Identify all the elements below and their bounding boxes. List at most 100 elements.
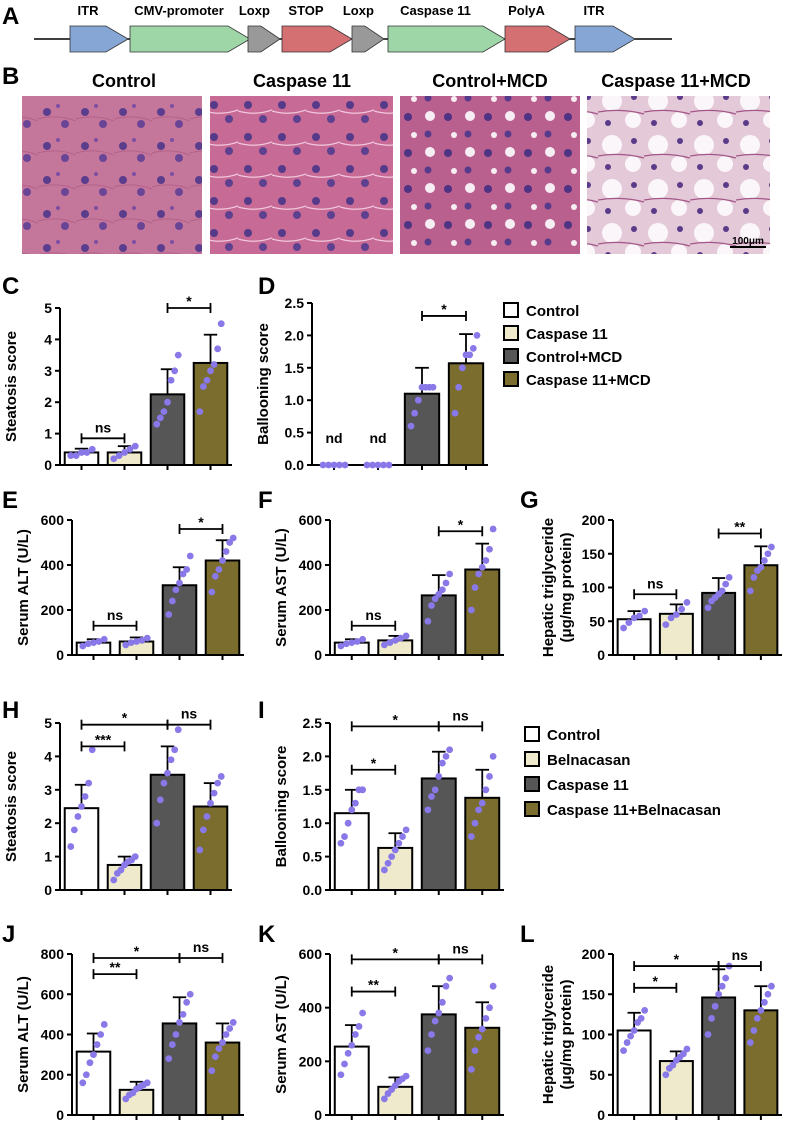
data-point-f-0-0 [337,642,345,650]
y-tick-label-c-4: 4 [44,331,52,347]
bar-i-3 [464,796,501,891]
data-point-f-2-4 [438,586,446,594]
legend-swatch-control-legend2 [524,726,540,742]
y-tick-label-d-3: 1.5 [285,360,305,376]
data-point-g-1-4 [683,598,691,606]
data-point-d-1-3 [380,461,387,469]
data-point-i-3-2 [475,806,483,814]
data-point-c-1-4 [131,442,139,450]
sig-label-k-2: ns [452,940,469,956]
data-point-l-3-6 [768,982,775,990]
data-point-l-3-4 [760,998,768,1006]
data-point-k-0-2 [344,1049,352,1057]
data-point-e-1-3 [138,636,146,644]
legend-label-caspase-11-legend2: Caspase 11 [547,777,629,794]
data-point-f-3-4 [482,557,490,564]
bar-g-3 [743,564,779,656]
data-point-g-3-3 [757,563,765,571]
construct-element-stop-3 [281,25,353,53]
data-point-d-0-0 [319,461,327,469]
data-point-d-1-2 [374,461,382,469]
data-point-k-0-6 [359,1009,367,1017]
data-point-l-1-0 [662,1071,670,1079]
y-tick-label-e-0: 0 [56,647,64,663]
y-tick-label-j-0: 0 [56,1107,64,1123]
bar-e-2 [161,584,198,656]
legend-label-control-legend1: Control [526,303,579,320]
y-axis-label-k: Serum AST (U/L) [273,975,290,1094]
data-point-k-2-2 [431,1017,439,1025]
y-tick-label-l-0: 0 [597,1107,605,1123]
legend-label-belnacasan-legend2: Belnacasan [547,752,630,769]
data-point-i-1-0 [380,866,388,874]
histology-title-caspase11-mcd: Caspase 11+MCD [601,71,751,91]
construct-element-polya-6 [504,25,571,53]
data-point-i-1-4 [395,839,403,847]
data-point-g-0-3 [635,612,643,620]
data-point-c-2-0 [153,420,161,428]
data-point-d-0-1 [325,461,332,469]
data-point-i-0-6 [359,786,367,794]
y-tick-label-l-2: 100 [582,1027,606,1043]
construct-label-polya-6: PolyA [508,3,545,18]
data-point-e-2-6 [186,552,194,560]
data-point-h-2-0 [153,819,161,827]
sig-label-i-1: * [393,711,399,727]
chart-hepatic-triglyceride-mcd: 0 50 100 150 200 Hepatic triglyceride (μg/mg p… [540,512,782,663]
data-point-e-2-3 [176,579,183,587]
data-point-i-0-4 [351,799,359,807]
data-point-j-2-2 [172,1031,180,1038]
y-tick-label-g-2: 100 [582,580,606,596]
y-axis-label-c: Steatosis score [3,331,20,442]
data-point-i-0-2 [344,819,352,827]
data-point-c-1-3 [126,445,134,453]
y-tick-label-f-0: 0 [314,647,322,663]
y-tick-label-c-1: 1 [44,426,52,442]
data-point-g-0-0 [620,624,627,632]
data-point-d-3-0 [451,409,459,417]
data-point-d-0-2 [330,461,338,469]
bar-l-0 [616,1029,652,1116]
y-tick-label-d-2: 1.0 [285,392,305,408]
data-point-i-3-6 [489,753,497,760]
data-point-k-0-5 [355,1023,363,1030]
panel-letter-j: J [2,921,15,948]
bar-l-1 [658,1060,694,1116]
data-point-d-3-5 [469,344,477,352]
data-point-g-2-5 [722,580,730,588]
y-tick-label-f-1: 200 [299,602,323,618]
sig-label-g-0: ns [647,575,664,591]
data-point-h-0-3 [78,803,85,810]
bar-g-0 [616,618,652,656]
bar-l-2 [701,996,737,1116]
data-point-l-2-0 [704,1031,712,1038]
panel-letter-a: A [2,3,19,30]
data-point-h-0-4 [81,793,89,800]
y-tick-label-k-2: 400 [299,1000,323,1016]
y-tick-label-j-4: 800 [41,946,65,962]
sig-label-h-0: *** [95,731,112,747]
data-point-g-3-5 [764,550,772,558]
y-tick-label-k-3: 600 [299,946,323,962]
data-point-j-2-5 [183,998,191,1006]
data-point-g-2-4 [718,587,726,595]
bar-j-2 [161,1022,198,1117]
data-point-g-1-3 [678,605,686,613]
y-tick-label-i-1: 0.5 [303,849,323,865]
y-axis-label-f: Serum AST (U/L) [273,528,290,647]
y-tick-label-i-5: 2.5 [303,715,323,731]
panel-letter-g: G [520,487,539,514]
data-point-e-1-1 [127,639,135,647]
data-point-k-3-2 [475,1033,483,1041]
data-point-c-0-4 [88,445,96,453]
data-point-l-0-5 [637,1015,645,1022]
construct-element-caspase-11-5 [387,25,506,53]
sig-label-i-2: ns [452,707,469,723]
data-point-l-0-0 [620,1047,627,1054]
data-point-j-2-3 [176,1019,183,1026]
data-point-i-3-1 [471,819,479,827]
data-point-e-3-1 [211,572,219,580]
data-point-i-2-0 [424,806,432,814]
sig-label-l-2: ns [732,947,749,963]
data-point-l-1-2 [669,1061,677,1069]
